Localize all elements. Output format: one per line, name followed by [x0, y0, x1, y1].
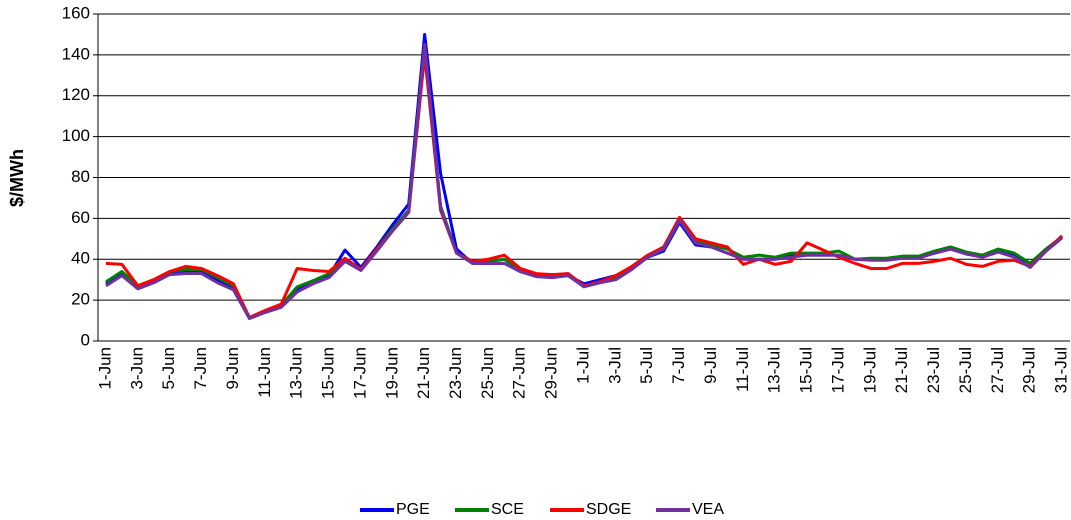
- x-tick-label: 27-Jul: [988, 347, 1007, 393]
- x-tick-label: 15-Jul: [797, 347, 816, 393]
- x-tick-label: 29-Jun: [542, 347, 561, 399]
- legend-label: SCE: [491, 501, 524, 518]
- x-tick-label: 19-Jun: [382, 347, 401, 399]
- series-line: [105, 53, 1064, 319]
- x-tick-label: 15-Jun: [319, 347, 338, 399]
- legend-label: VEA: [692, 501, 724, 518]
- x-tick-label: 9-Jun: [223, 347, 242, 390]
- x-tick-label: 5-Jun: [159, 347, 178, 390]
- x-tick-label: 17-Jun: [350, 347, 369, 399]
- y-tick-label: 20: [71, 290, 90, 309]
- x-tick-label: 13-Jun: [287, 347, 306, 399]
- x-tick-label: 7-Jul: [669, 347, 688, 384]
- y-tick-label: 80: [71, 167, 90, 186]
- series-line: [105, 32, 1063, 319]
- x-tick-label: 23-Jul: [924, 347, 943, 393]
- x-tick-label: 31-Jul: [1052, 347, 1071, 393]
- y-tick-label: 60: [71, 208, 90, 227]
- x-tick-label: 19-Jul: [860, 347, 879, 393]
- x-tick-label: 9-Jul: [701, 347, 720, 384]
- y-tick-label: 160: [62, 3, 90, 22]
- y-tick-label: 0: [81, 330, 90, 349]
- x-tick-label: 11-Jul: [733, 347, 752, 392]
- series-line: [105, 43, 1063, 319]
- x-tick-label: 3-Jun: [127, 347, 146, 390]
- x-tick-label: 21-Jun: [414, 347, 433, 399]
- x-tick-label: 11-Jun: [255, 347, 274, 398]
- x-tick-label: 25-Jul: [956, 347, 975, 393]
- x-tick-label: 27-Jun: [510, 347, 529, 399]
- x-tick-label: 3-Jul: [605, 347, 624, 384]
- x-tick-label: 13-Jul: [765, 347, 784, 393]
- x-tick-label: 1-Jun: [95, 347, 114, 390]
- y-tick-label: 100: [62, 126, 90, 145]
- x-tick-label: 21-Jul: [892, 347, 911, 393]
- x-tick-label: 17-Jul: [828, 347, 847, 393]
- y-tick-label: 120: [62, 85, 90, 104]
- y-tick-label: 140: [62, 44, 90, 63]
- x-tick-label: 5-Jul: [637, 347, 656, 384]
- x-tick-label: 25-Jun: [478, 347, 497, 399]
- legend-label: SDGE: [586, 501, 631, 518]
- x-tick-label: 7-Jun: [191, 347, 210, 390]
- x-tick-label: 29-Jul: [1020, 347, 1039, 393]
- legend-label: PGE: [396, 501, 430, 518]
- x-tick-label: 23-Jun: [446, 347, 465, 399]
- x-tick-label: 1-Jul: [573, 347, 592, 384]
- y-axis-label: $/MWh: [7, 149, 27, 207]
- y-tick-label: 40: [71, 249, 90, 268]
- series-line: [105, 43, 1063, 321]
